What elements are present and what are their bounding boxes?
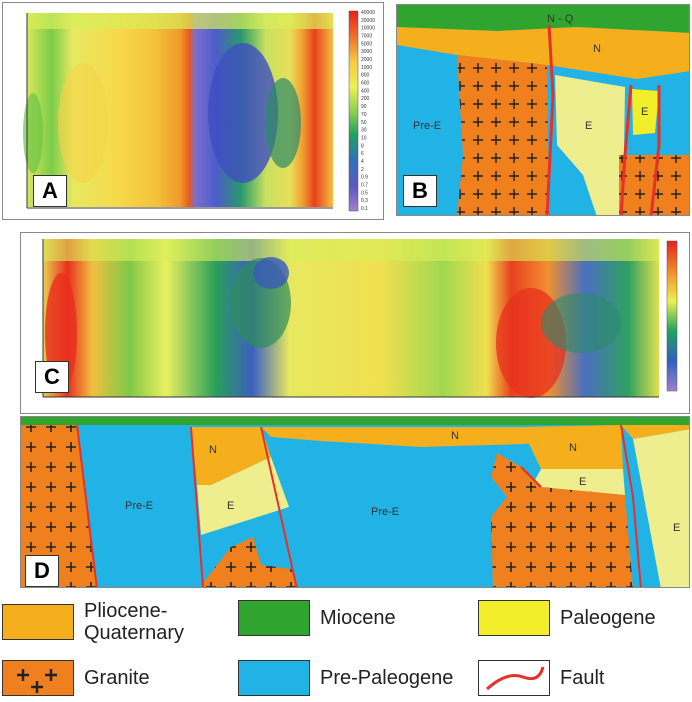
colorbar-a-tick: 0.9 bbox=[361, 175, 368, 181]
legend-label: Pliocene- Quaternary bbox=[84, 600, 185, 644]
colorbar-a-tick: 7000 bbox=[361, 34, 372, 40]
legend-label: Pre-Paleogene bbox=[320, 667, 454, 689]
legend-swatch bbox=[478, 600, 550, 636]
panel-d-label: D bbox=[25, 555, 59, 587]
colorbar-a-tick: 0.5 bbox=[361, 190, 368, 196]
panel-a-colorbar-ticks: 4000020000100007000500030002000100080060… bbox=[361, 10, 375, 212]
legend-label: Fault bbox=[560, 667, 605, 689]
label-n: N bbox=[593, 43, 601, 55]
panel-c-resistivity-section: C bbox=[20, 232, 690, 414]
legend-item-fault: Fault bbox=[478, 660, 604, 696]
colorbar-a-tick: 2000 bbox=[361, 57, 372, 63]
legend-swatch bbox=[478, 660, 550, 696]
colorbar-a-tick: 10000 bbox=[361, 26, 375, 32]
colorbar-a-tick: 800 bbox=[361, 73, 370, 79]
d-label-e-2: E bbox=[579, 476, 586, 488]
colorbar-a-tick: 20000 bbox=[361, 18, 375, 24]
colorbar-a-tick: 400 bbox=[361, 88, 370, 94]
colorbar-a-tick: 40000 bbox=[361, 10, 375, 16]
label-pre-e: Pre-E bbox=[413, 120, 441, 132]
legend-item-paleogene: Paleogene bbox=[478, 600, 656, 636]
legend-label: Paleogene bbox=[560, 607, 656, 629]
colorbar-a-tick: 6 bbox=[361, 151, 364, 157]
legend-swatch bbox=[238, 600, 310, 636]
colorbar-a-tick: 8 bbox=[361, 143, 364, 149]
panel-b-geologic-section: N - Q N Pre-E E E B bbox=[396, 4, 690, 216]
d-label-pre-e-1: Pre-E bbox=[125, 500, 153, 512]
d-label-e-3: E bbox=[673, 522, 680, 534]
colorbar-a-tick: 200 bbox=[361, 96, 370, 102]
colorbar-a-tick: 90 bbox=[361, 104, 367, 110]
label-e-2: E bbox=[641, 106, 648, 118]
colorbar-a-tick: 70 bbox=[361, 112, 367, 118]
colorbar-a-tick: 10 bbox=[361, 135, 367, 141]
colorbar-a-tick: 50 bbox=[361, 120, 367, 126]
colorbar-a-tick: 5000 bbox=[361, 41, 372, 47]
colorbar-a-tick: 0.7 bbox=[361, 182, 368, 188]
d-label-n-1: N bbox=[209, 444, 217, 456]
colorbar-a-tick: 600 bbox=[361, 81, 370, 87]
d-label-n-3: N bbox=[569, 442, 577, 454]
panel-b-label: B bbox=[403, 175, 437, 207]
legend-item-granite: Granite bbox=[2, 660, 150, 696]
legend-item-pre-paleogene: Pre-Paleogene bbox=[238, 660, 453, 696]
legend-swatch bbox=[2, 604, 74, 640]
colorbar-a-tick: 0.3 bbox=[361, 198, 368, 204]
legend-item-miocene: Miocene bbox=[238, 600, 396, 636]
colorbar-a-tick: 2 bbox=[361, 167, 364, 173]
label-e-1: E bbox=[585, 120, 592, 132]
legend-swatch bbox=[238, 660, 310, 696]
panel-c-label: C bbox=[35, 361, 69, 393]
legend-label: Granite bbox=[84, 667, 150, 689]
panel-d-plot: N N N E E E Pre-E Pre-E bbox=[21, 417, 689, 587]
legend-swatch bbox=[2, 660, 74, 696]
colorbar-a-tick: 4 bbox=[361, 159, 364, 165]
colorbar-a-tick: 30 bbox=[361, 128, 367, 134]
panel-a-resistivity-section: 40000 20000 10000 7000 5000 3000 2000 1000 800 60… bbox=[2, 2, 384, 220]
colorbar-a-tick: 3000 bbox=[361, 49, 372, 55]
panel-c-plot bbox=[42, 239, 678, 398]
panel-a-label: A bbox=[33, 175, 67, 207]
label-n-q: N - Q bbox=[547, 13, 574, 25]
colorbar-a-tick: 0.1 bbox=[361, 206, 368, 212]
d-label-pre-e-2: Pre-E bbox=[371, 506, 399, 518]
d-label-e-1: E bbox=[227, 500, 234, 512]
d-label-n-2: N bbox=[451, 430, 459, 442]
panel-a-plot: 4000020000100007000500030002000100080060… bbox=[23, 10, 375, 212]
legend-item-pliocene-quaternary: Pliocene- Quaternary bbox=[2, 600, 184, 644]
colorbar-a-tick: 1000 bbox=[361, 65, 372, 71]
panel-b-plot: N - Q N Pre-E E E bbox=[397, 5, 689, 215]
legend-label: Miocene bbox=[320, 607, 396, 629]
panel-d-geologic-section: N N N E E E Pre-E Pre-E D bbox=[20, 416, 690, 588]
